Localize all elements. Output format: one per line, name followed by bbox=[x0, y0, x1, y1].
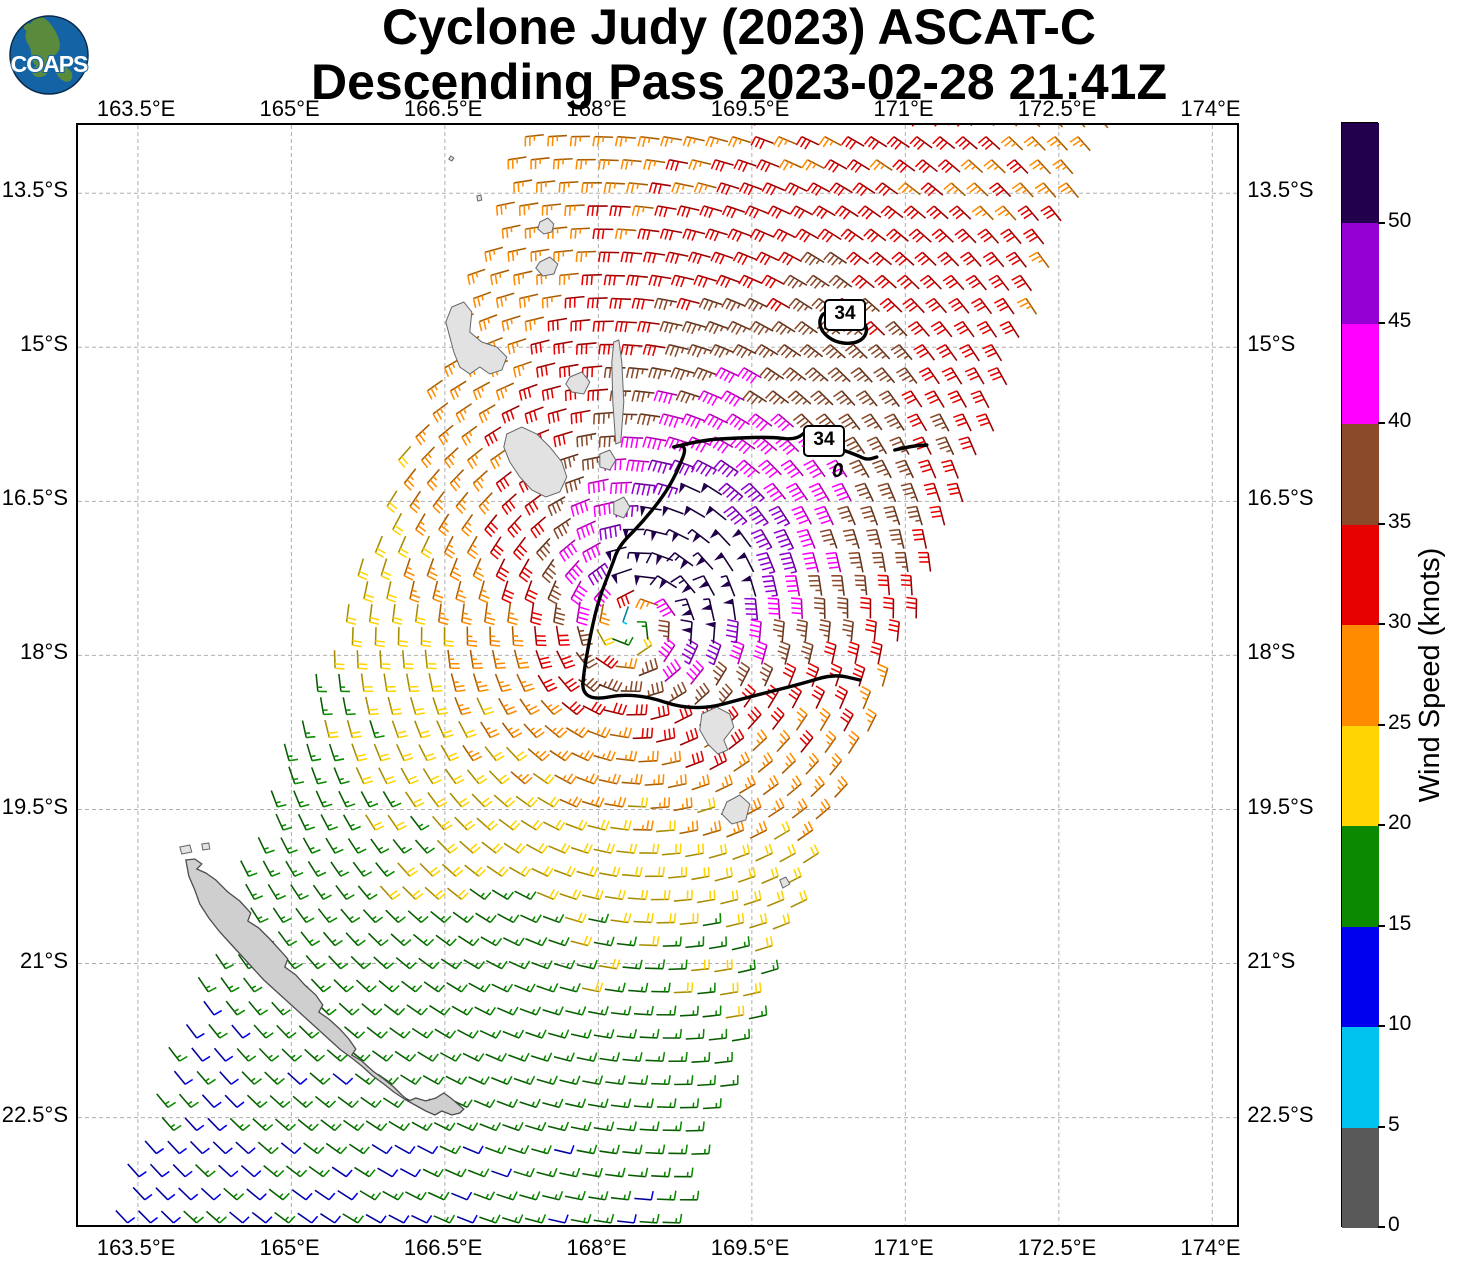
svg-text:COAPS: COAPS bbox=[11, 51, 88, 77]
